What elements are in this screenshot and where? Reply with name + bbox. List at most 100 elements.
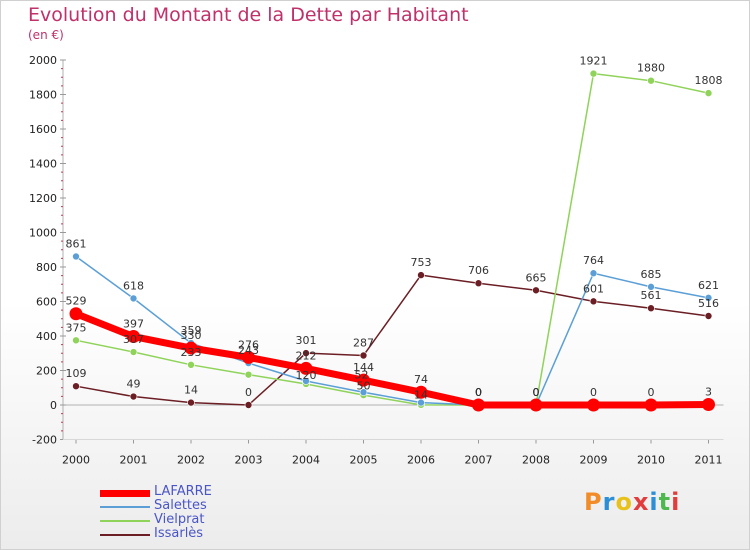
proxiti-logo[interactable]: Proxiti [584, 488, 680, 516]
data-point-salettes[interactable] [302, 377, 310, 385]
logo-letter: r [602, 488, 616, 516]
logo-letter: x [632, 488, 650, 516]
x-tick-label: 2011 [695, 454, 723, 467]
data-label-lafarre: 212 [296, 349, 317, 362]
x-tick-label: 2001 [120, 454, 148, 467]
data-point-issarles[interactable] [589, 297, 598, 306]
data-labels-layer: 109 49 14 0 301 287 753 706 665 601 561 516 375 307 23… [66, 55, 723, 402]
y-tick-label: 1600 [29, 123, 57, 136]
series-line-issarles [75, 274, 710, 406]
legend-swatch-salettes [100, 506, 150, 508]
data-label-issarles: 0 [245, 386, 252, 399]
y-tick-label: 0 [50, 399, 57, 412]
data-label-lafarre: 3 [705, 385, 712, 398]
legend-swatch-issarles [100, 534, 150, 536]
data-label-vielprat: 0 [533, 386, 540, 399]
data-label-lafarre: 74 [414, 373, 428, 386]
x-tick-label: 2006 [407, 454, 435, 467]
x-tick-label: 2008 [522, 454, 550, 467]
data-point-issarles[interactable] [302, 349, 310, 357]
data-point-lafarre[interactable] [184, 341, 198, 355]
y-tick-label: 1200 [29, 192, 57, 205]
data-point-vielprat[interactable] [72, 336, 80, 345]
data-label-lafarre: 330 [181, 329, 202, 342]
data-point-vielprat[interactable] [129, 348, 138, 356]
data-point-salettes[interactable] [647, 283, 655, 291]
data-point-issarles[interactable] [532, 286, 540, 295]
data-point-issarles[interactable] [704, 312, 713, 320]
data-point-vielprat[interactable] [589, 69, 598, 78]
chart-title: Evolution du Montant de la Dette par Hab… [28, 4, 469, 26]
data-point-salettes[interactable] [129, 294, 138, 303]
data-point-lafarre[interactable] [357, 373, 370, 387]
data-point-lafarre[interactable] [702, 397, 715, 411]
data-label-vielprat: 1808 [695, 74, 723, 87]
data-point-issarles[interactable] [129, 392, 138, 401]
data-label-issarles: 287 [353, 336, 374, 349]
data-point-lafarre[interactable] [644, 398, 658, 412]
legend-label-lafarre: LAFARRE [154, 484, 212, 499]
data-label-issarles: 706 [468, 264, 489, 277]
data-point-issarles[interactable] [647, 304, 655, 313]
y-tick-label: 1000 [29, 227, 57, 240]
data-label-vielprat: 0 [475, 386, 482, 399]
data-point-lafarre[interactable] [242, 350, 255, 364]
data-point-issarles[interactable] [244, 401, 253, 409]
data-label-extra: 14 [414, 388, 428, 401]
data-point-salettes[interactable] [589, 269, 598, 278]
data-point-lafarre[interactable] [127, 330, 140, 344]
data-label-salettes: 0 [475, 386, 482, 399]
y-tick-label: 600 [36, 296, 57, 309]
data-point-lafarre[interactable] [529, 398, 543, 412]
y-tick-label: -200 [32, 434, 57, 447]
data-label-lafarre: 144 [353, 361, 374, 374]
logo-letter: t [658, 488, 672, 516]
y-tick-label: 2000 [29, 54, 57, 67]
data-point-issarles[interactable] [72, 382, 80, 390]
data-point-vielprat[interactable] [244, 370, 253, 379]
series-lafarre [69, 307, 715, 412]
data-point-salettes[interactable] [417, 398, 425, 407]
data-label-issarles: 14 [184, 384, 198, 397]
data-point-vielprat[interactable] [704, 89, 713, 97]
data-point-vielprat[interactable] [647, 76, 655, 85]
data-label-salettes: 0 [533, 386, 540, 399]
data-label-lafarre: 0 [648, 386, 655, 399]
data-point-vielprat[interactable] [187, 361, 195, 369]
x-tick-label: 2010 [637, 454, 665, 467]
y-tick-label: 800 [36, 261, 57, 274]
y-tick-label: 200 [36, 365, 57, 378]
data-point-lafarre[interactable] [299, 361, 313, 375]
logo-letter: i [649, 488, 659, 516]
data-label-issarles: 753 [411, 256, 432, 269]
x-tick-label: 2002 [177, 454, 205, 467]
x-tick-label: 2004 [292, 454, 320, 467]
data-point-issarles[interactable] [187, 398, 195, 407]
data-point-salettes[interactable] [72, 252, 80, 261]
data-label-extra: 120 [296, 369, 317, 382]
data-label-lafarre: 529 [66, 295, 87, 308]
data-label-salettes: 621 [698, 279, 719, 292]
legend-swatch-lafarre [100, 489, 150, 497]
data-point-lafarre[interactable] [69, 307, 83, 321]
y-tick-label: 400 [36, 330, 57, 343]
data-point-lafarre[interactable] [587, 398, 600, 412]
data-label-issarles: 601 [583, 282, 604, 295]
data-label-salettes: 861 [66, 237, 87, 250]
data-label-vielprat: 233 [181, 346, 202, 359]
data-label-lafarre: 397 [123, 318, 144, 331]
data-point-salettes[interactable] [704, 294, 713, 302]
data-point-lafarre[interactable] [472, 398, 485, 412]
data-point-issarles[interactable] [417, 271, 425, 279]
data-point-lafarre[interactable] [414, 385, 428, 399]
series-line-lafarre [72, 310, 712, 409]
data-point-salettes[interactable] [359, 388, 368, 397]
y-tick-label: 1400 [29, 158, 57, 171]
data-label-salettes: 618 [123, 279, 144, 292]
logo-letter: o [615, 488, 633, 516]
data-point-issarles[interactable] [359, 351, 368, 360]
data-label-extra: 52 [355, 368, 369, 381]
legend-label-issarles: Issarlès [154, 526, 204, 541]
data-point-issarles[interactable] [474, 279, 483, 288]
